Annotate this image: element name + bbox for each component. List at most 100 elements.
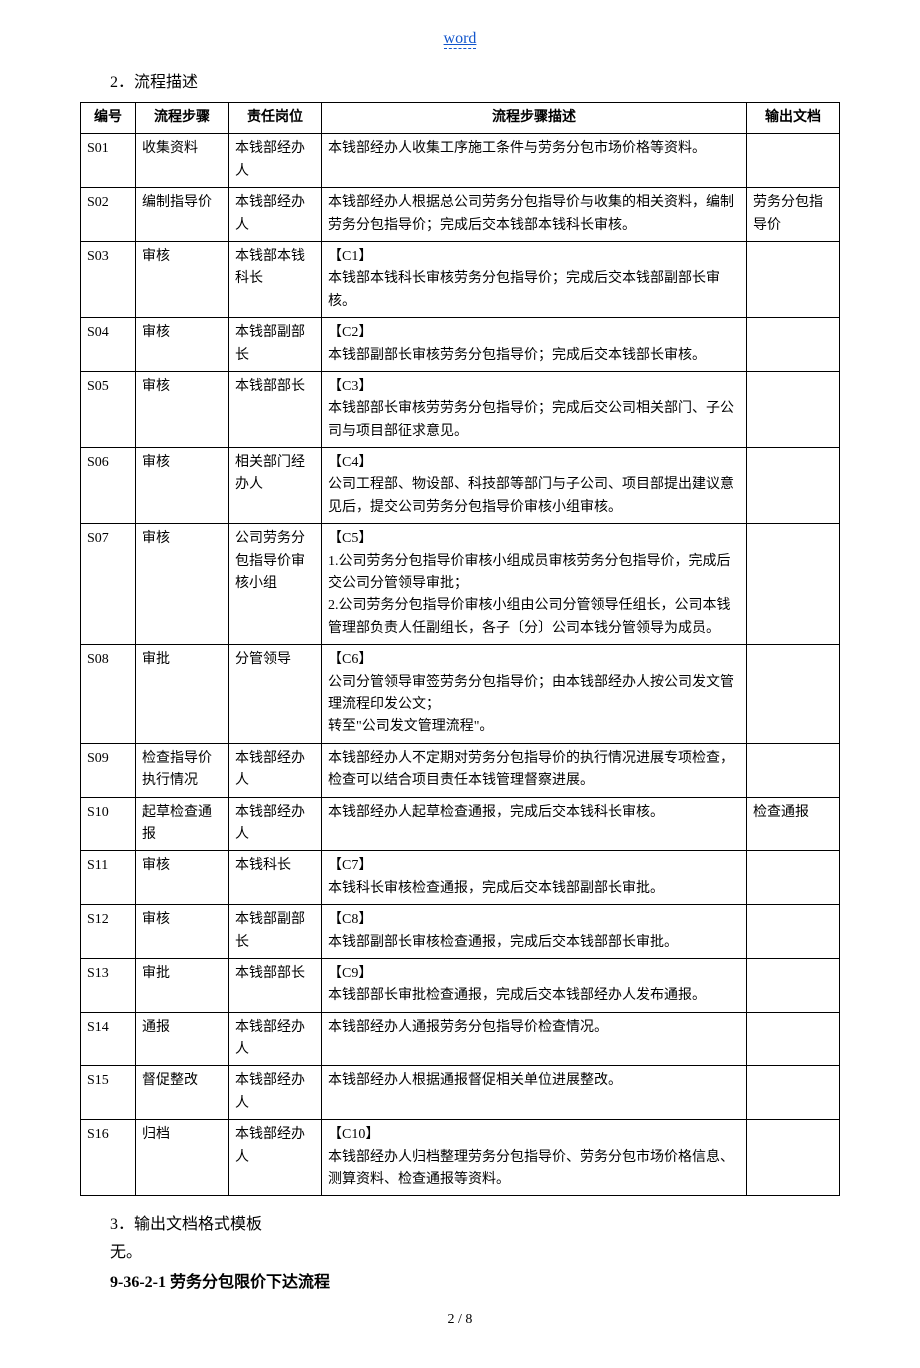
page-number: 2 / 8 — [80, 1312, 840, 1328]
table-row: S05审核本钱部部长【C3】 本钱部部长审核劳劳务分包指导价；完成后交公司相关部… — [81, 371, 840, 447]
cell-output — [747, 1120, 840, 1196]
cell-desc: 【C7】 本钱科长审核检查通报，完成后交本钱部副部长审批。 — [322, 851, 747, 905]
cell-step: 审核 — [136, 851, 229, 905]
cell-output — [747, 241, 840, 317]
cell-output — [747, 448, 840, 524]
cell-id: S07 — [81, 524, 136, 645]
cell-desc: 本钱部经办人根据总公司劳务分包指导价与收集的相关资料，编制劳务分包指导价；完成后… — [322, 188, 747, 242]
table-row: S06审核相关部门经办人【C4】 公司工程部、物设部、科技部等部门与子公司、项目… — [81, 448, 840, 524]
cell-desc: 【C1】 本钱部本钱科长审核劳务分包指导价；完成后交本钱部副部长审核。 — [322, 241, 747, 317]
table-row: S02编制指导价本钱部经办人本钱部经办人根据总公司劳务分包指导价与收集的相关资料… — [81, 188, 840, 242]
cell-role: 本钱部副部长 — [229, 905, 322, 959]
process-table: 编号 流程步骤 责任岗位 流程步骤描述 输出文档 S01收集资料本钱部经办人本钱… — [80, 102, 840, 1196]
col-header-role: 责任岗位 — [229, 103, 322, 134]
cell-role: 本钱部经办人 — [229, 1012, 322, 1066]
cell-step: 编制指导价 — [136, 188, 229, 242]
table-row: S10起草检查通报本钱部经办人本钱部经办人起草检查通报，完成后交本钱科长审核。检… — [81, 797, 840, 851]
cell-role: 本钱部部长 — [229, 958, 322, 1012]
document-page: word 2．流程描述 编号 流程步骤 责任岗位 流程步骤描述 输出文档 S01… — [0, 0, 920, 1368]
cell-desc: 【C3】 本钱部部长审核劳劳务分包指导价；完成后交公司相关部门、子公司与项目部征… — [322, 371, 747, 447]
section-title: 2．流程描述 — [110, 68, 840, 92]
cell-output — [747, 1066, 840, 1120]
table-row: S07审核公司劳务分包指导价审核小组【C5】 1.公司劳务分包指导价审核小组成员… — [81, 524, 840, 645]
table-row: S08审批分管领导【C6】 公司分管领导审签劳务分包指导价；由本钱部经办人按公司… — [81, 645, 840, 744]
cell-role: 本钱部经办人 — [229, 134, 322, 188]
table-row: S12审核本钱部副部长【C8】 本钱部副部长审核检查通报，完成后交本钱部部长审批… — [81, 905, 840, 959]
cell-output — [747, 1012, 840, 1066]
table-row: S09检查指导价执行情况本钱部经办人本钱部经办人不定期对劳务分包指导价的执行情况… — [81, 743, 840, 797]
table-row: S04审核本钱部副部长【C2】 本钱部副部长审核劳务分包指导价；完成后交本钱部长… — [81, 318, 840, 372]
cell-id: S14 — [81, 1012, 136, 1066]
cell-id: S06 — [81, 448, 136, 524]
table-row: S13审批本钱部部长【C9】 本钱部部长审批检查通报，完成后交本钱部经办人发布通… — [81, 958, 840, 1012]
cell-step: 归档 — [136, 1120, 229, 1196]
cell-step: 通报 — [136, 1012, 229, 1066]
cell-step: 审核 — [136, 318, 229, 372]
cell-output — [747, 743, 840, 797]
cell-step: 收集资料 — [136, 134, 229, 188]
cell-role: 公司劳务分包指导价审核小组 — [229, 524, 322, 645]
header-link-wrap: word — [80, 30, 840, 48]
output-template-heading: 3．输出文档格式模板 — [110, 1210, 840, 1234]
cell-step: 检查指导价执行情况 — [136, 743, 229, 797]
cell-desc: 本钱部经办人收集工序施工条件与劳务分包市场价格等资料。 — [322, 134, 747, 188]
cell-id: S11 — [81, 851, 136, 905]
cell-role: 分管领导 — [229, 645, 322, 744]
cell-role: 本钱科长 — [229, 851, 322, 905]
cell-role: 本钱部部长 — [229, 371, 322, 447]
cell-step: 督促整改 — [136, 1066, 229, 1120]
cell-step: 审核 — [136, 448, 229, 524]
cell-id: S16 — [81, 1120, 136, 1196]
cell-id: S03 — [81, 241, 136, 317]
cell-role: 本钱部经办人 — [229, 743, 322, 797]
cell-desc: 【C10】 本钱部经办人归档整理劳务分包指导价、劳务分包市场价格信息、测算资料、… — [322, 1120, 747, 1196]
cell-output — [747, 851, 840, 905]
table-row: S11审核本钱科长【C7】 本钱科长审核检查通报，完成后交本钱部副部长审批。 — [81, 851, 840, 905]
cell-id: S09 — [81, 743, 136, 797]
col-header-step: 流程步骤 — [136, 103, 229, 134]
cell-id: S13 — [81, 958, 136, 1012]
output-template-none: 无。 — [110, 1238, 840, 1262]
cell-role: 本钱部经办人 — [229, 797, 322, 851]
cell-desc: 本钱部经办人根据通报督促相关单位进展整改。 — [322, 1066, 747, 1120]
cell-desc: 【C6】 公司分管领导审签劳务分包指导价；由本钱部经办人按公司发文管理流程印发公… — [322, 645, 747, 744]
cell-output — [747, 134, 840, 188]
cell-step: 审批 — [136, 645, 229, 744]
cell-id: S10 — [81, 797, 136, 851]
cell-step: 审核 — [136, 241, 229, 317]
cell-desc: 本钱部经办人不定期对劳务分包指导价的执行情况进展专项检查，检查可以结合项目责任本… — [322, 743, 747, 797]
cell-role: 本钱部副部长 — [229, 318, 322, 372]
cell-desc: 【C2】 本钱部副部长审核劳务分包指导价；完成后交本钱部长审核。 — [322, 318, 747, 372]
cell-desc: 本钱部经办人通报劳务分包指导价检查情况。 — [322, 1012, 747, 1066]
cell-output — [747, 958, 840, 1012]
table-row: S01收集资料本钱部经办人本钱部经办人收集工序施工条件与劳务分包市场价格等资料。 — [81, 134, 840, 188]
cell-id: S12 — [81, 905, 136, 959]
col-header-output: 输出文档 — [747, 103, 840, 134]
cell-output — [747, 318, 840, 372]
cell-role: 本钱部经办人 — [229, 188, 322, 242]
cell-id: S05 — [81, 371, 136, 447]
header-link[interactable]: word — [444, 30, 477, 49]
cell-output — [747, 645, 840, 744]
cell-id: S04 — [81, 318, 136, 372]
table-row: S14通报本钱部经办人本钱部经办人通报劳务分包指导价检查情况。 — [81, 1012, 840, 1066]
cell-desc: 本钱部经办人起草检查通报，完成后交本钱科长审核。 — [322, 797, 747, 851]
col-header-desc: 流程步骤描述 — [322, 103, 747, 134]
table-header-row: 编号 流程步骤 责任岗位 流程步骤描述 输出文档 — [81, 103, 840, 134]
cell-role: 本钱部本钱科长 — [229, 241, 322, 317]
cell-step: 审批 — [136, 958, 229, 1012]
cell-role: 相关部门经办人 — [229, 448, 322, 524]
cell-id: S01 — [81, 134, 136, 188]
cell-desc: 【C4】 公司工程部、物设部、科技部等部门与子公司、项目部提出建议意见后，提交公… — [322, 448, 747, 524]
cell-output: 劳务分包指导价 — [747, 188, 840, 242]
table-row: S15督促整改本钱部经办人本钱部经办人根据通报督促相关单位进展整改。 — [81, 1066, 840, 1120]
cell-output — [747, 524, 840, 645]
cell-role: 本钱部经办人 — [229, 1120, 322, 1196]
cell-output: 检查通报 — [747, 797, 840, 851]
cell-role: 本钱部经办人 — [229, 1066, 322, 1120]
cell-id: S02 — [81, 188, 136, 242]
table-row: S03审核本钱部本钱科长【C1】 本钱部本钱科长审核劳务分包指导价；完成后交本钱… — [81, 241, 840, 317]
next-process-heading: 9-36-2-1 劳务分包限价下达流程 — [110, 1268, 840, 1292]
cell-id: S08 — [81, 645, 136, 744]
cell-output — [747, 371, 840, 447]
